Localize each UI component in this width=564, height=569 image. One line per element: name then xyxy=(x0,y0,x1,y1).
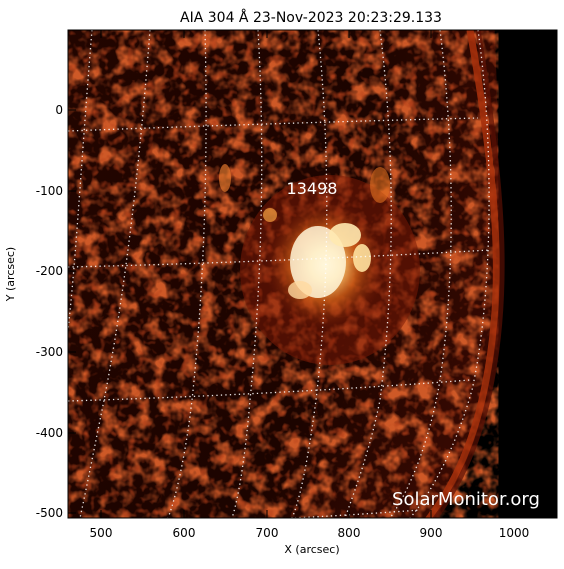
x-tick-label: 800 xyxy=(338,526,361,540)
y-tick-label: 0 xyxy=(55,103,63,117)
y-tick-label: -300 xyxy=(36,345,63,359)
x-tick-label: 900 xyxy=(420,526,443,540)
active-region-13498 xyxy=(219,164,420,365)
active-region-label: 13498 xyxy=(287,179,338,198)
x-tick-label: 1000 xyxy=(499,526,530,540)
axis-ticks xyxy=(68,30,557,518)
plot-frame xyxy=(67,29,558,519)
image-title: AIA 304 Å 23-Nov-2023 20:23:29.133 xyxy=(180,9,442,26)
y-tick-label: -100 xyxy=(36,184,63,198)
heliographic-grid xyxy=(68,30,491,518)
y-axis-label: Y (arcsec) xyxy=(4,247,17,302)
solar-limb xyxy=(425,30,500,518)
y-tick-label: -200 xyxy=(36,264,63,278)
y-tick-label: -400 xyxy=(36,426,63,440)
x-tick-label: 700 xyxy=(256,526,279,540)
x-axis-label: X (arcsec) xyxy=(284,543,339,556)
x-tick-label: 600 xyxy=(173,526,196,540)
y-tick-label: -500 xyxy=(36,506,63,520)
solar-image-area xyxy=(68,30,557,518)
x-tick-label: 500 xyxy=(90,526,113,540)
watermark-text: SolarMonitor.org xyxy=(392,489,540,510)
